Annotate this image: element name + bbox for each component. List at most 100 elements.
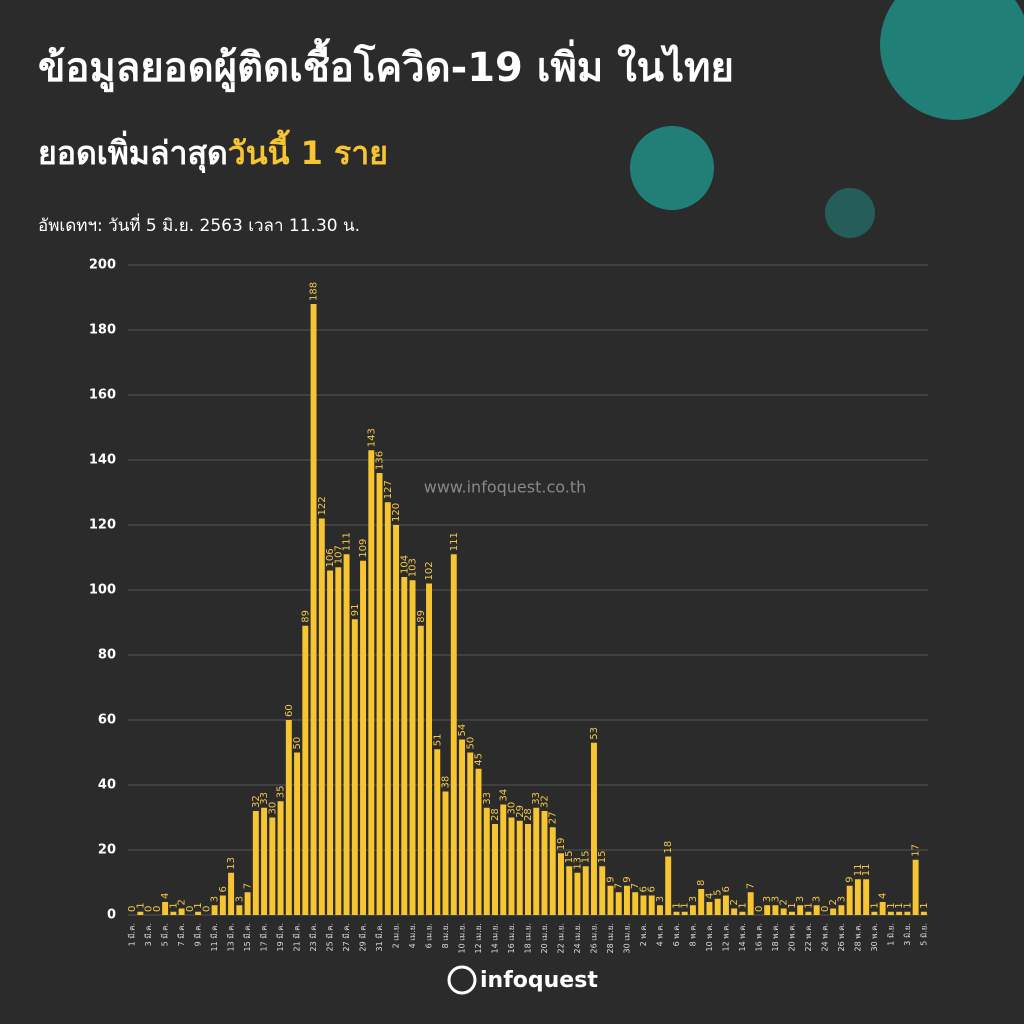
bar [302, 625, 309, 915]
x-tick-label: 28 พ.ค. [853, 923, 862, 951]
value-label: 3 [836, 896, 847, 902]
value-label: 29 [515, 805, 526, 818]
value-label: 8 [696, 880, 707, 886]
value-label: 33 [531, 792, 542, 805]
value-label: 15 [564, 851, 575, 864]
bar [541, 811, 548, 915]
bar [887, 911, 894, 915]
value-label: 2 [779, 899, 790, 905]
x-tick-label: 13 มี.ค. [227, 923, 236, 951]
value-label: 7 [614, 883, 625, 889]
x-tick-label: 14 เม.ย. [491, 923, 500, 954]
y-tick-label: 0 [107, 908, 116, 923]
value-label: 11 [861, 864, 872, 877]
bar [178, 908, 185, 915]
bar [566, 866, 573, 915]
bar [236, 905, 243, 915]
value-label: 3 [812, 896, 823, 902]
value-label: 1 [886, 902, 897, 908]
x-tick-label: 2 พ.ค. [639, 923, 648, 946]
x-tick-label: 6 พ.ค. [672, 923, 681, 946]
value-label: 1 [680, 902, 691, 908]
bar [797, 905, 804, 915]
value-label: 3 [762, 896, 773, 902]
subtitle: ยอดเพิ่มล่าสุดวันนี้ 1 ราย [38, 129, 388, 174]
value-label: 5 [713, 889, 724, 895]
value-label: 2 [729, 899, 740, 905]
bar [285, 720, 292, 915]
bar [261, 807, 268, 915]
value-label: 103 [408, 558, 419, 577]
value-label: 32 [539, 795, 550, 808]
bar [211, 905, 218, 915]
value-label: 6 [218, 886, 229, 892]
x-tick-label: 30 พ.ค. [870, 923, 879, 951]
value-label: 9 [605, 876, 616, 882]
y-tick-label: 120 [89, 518, 116, 533]
x-tick-label: 14 พ.ค. [738, 923, 747, 951]
y-tick-label: 100 [89, 583, 116, 598]
bar [665, 856, 672, 915]
update-note: อัพเดทฯ: วันที่ 5 มิ.ย. 2563 เวลา 11.30 … [38, 213, 360, 236]
bar [648, 895, 655, 915]
x-tick-label: 10 พ.ค. [705, 923, 714, 951]
value-label: 32 [251, 795, 262, 808]
x-tick-label: 24 เม.ย. [573, 923, 582, 954]
value-label: 19 [556, 838, 567, 851]
bar [698, 889, 705, 915]
value-label: 53 [589, 727, 600, 740]
value-label: 28 [523, 808, 534, 821]
value-label: 50 [292, 737, 303, 750]
value-label: 0 [201, 906, 212, 912]
bar [591, 742, 597, 915]
value-label: 109 [358, 539, 369, 558]
x-tick-label: 9 มี.ค. [194, 923, 203, 946]
value-label: 107 [333, 545, 344, 564]
value-label: 15 [597, 851, 608, 864]
value-label: 17 [911, 844, 922, 857]
value-label: 1 [803, 902, 814, 908]
y-tick-label: 40 [98, 778, 116, 793]
value-label: 18 [663, 841, 674, 854]
value-label: 3 [688, 896, 699, 902]
subtitle-highlight: วันนี้ 1 ราย [228, 129, 388, 172]
x-tick-label: 12 เม.ย. [474, 923, 483, 954]
value-label: 91 [350, 604, 361, 617]
x-tick-label: 5 มี.ค. [161, 923, 170, 946]
bar [607, 885, 614, 915]
bar [195, 911, 202, 915]
bar [533, 807, 540, 915]
bar [879, 902, 886, 915]
value-label: 33 [259, 792, 270, 805]
x-tick-label: 30 เม.ย. [622, 923, 631, 954]
value-label: 51 [432, 734, 443, 747]
value-label: 122 [317, 496, 328, 515]
bar [772, 905, 779, 915]
value-label: 38 [441, 776, 452, 789]
bar [673, 911, 680, 915]
x-tick-label: 4 เม.ย. [408, 923, 417, 948]
bar [714, 898, 721, 915]
value-label: 27 [548, 812, 559, 825]
value-label: 9 [845, 876, 856, 882]
value-label: 2 [177, 899, 188, 905]
x-tick-label: 16 เม.ย. [507, 923, 516, 954]
bar [252, 811, 259, 915]
logo: infoquest [480, 968, 598, 993]
bar [525, 824, 531, 915]
bar [681, 911, 688, 915]
bar [896, 911, 903, 915]
bar [920, 911, 927, 915]
bar [838, 905, 845, 915]
value-label: 6 [721, 886, 732, 892]
x-tick-label: 2 เม.ย. [392, 923, 401, 948]
bar [830, 908, 837, 915]
bar [409, 580, 416, 915]
bar [318, 518, 325, 915]
value-label: 136 [375, 451, 386, 470]
bar [747, 892, 754, 915]
x-tick-label: 22 เม.ย. [556, 923, 565, 954]
value-label: 1 [869, 902, 880, 908]
x-tick-label: 20 เม.ย. [540, 923, 549, 954]
